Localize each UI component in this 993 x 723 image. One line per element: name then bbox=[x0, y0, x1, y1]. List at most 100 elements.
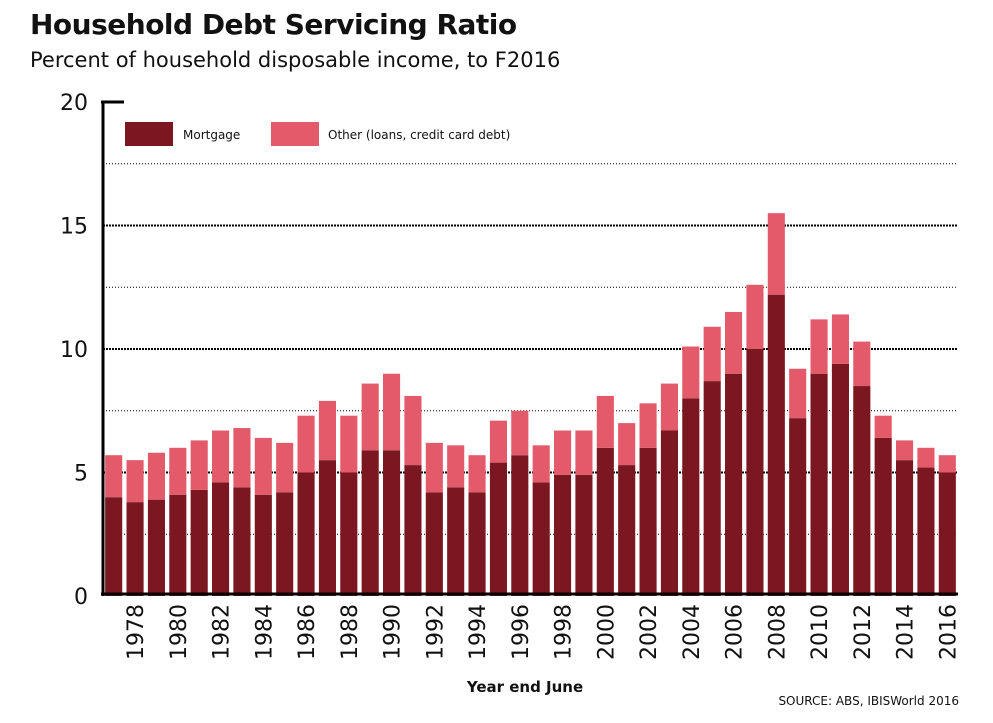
bar-mortgage bbox=[190, 489, 208, 596]
bar-other bbox=[789, 368, 807, 419]
bar-other bbox=[190, 440, 208, 490]
x-tick-label: 2002 bbox=[637, 604, 662, 660]
bar-other bbox=[703, 326, 721, 382]
bar-mortgage bbox=[489, 462, 507, 596]
bar-other bbox=[831, 314, 849, 364]
bar-mortgage bbox=[746, 349, 764, 596]
bar-mortgage bbox=[212, 482, 230, 596]
bar-mortgage bbox=[383, 450, 401, 596]
bar-other bbox=[126, 460, 144, 503]
bar-mortgage bbox=[554, 474, 572, 596]
x-tick-label: 2010 bbox=[808, 604, 833, 660]
x-tick-labels: 1978 1980 1982 1984 1986 1988 1990 1992 1994 1996… bbox=[124, 604, 961, 660]
bar-other bbox=[489, 420, 507, 463]
bar-other bbox=[447, 445, 465, 488]
bar-mortgage bbox=[425, 492, 443, 596]
bar-other bbox=[575, 430, 593, 475]
axes bbox=[101, 100, 958, 596]
bar-mortgage bbox=[767, 294, 785, 596]
bar-mortgage bbox=[810, 373, 828, 596]
x-tick-label: 2016 bbox=[936, 604, 961, 660]
bar-other bbox=[810, 319, 828, 374]
bar-mortgage bbox=[447, 487, 465, 596]
bar-other bbox=[254, 437, 272, 495]
legend: Mortgage Other (loans, credit card debt) bbox=[125, 122, 510, 146]
bar-other bbox=[682, 346, 700, 399]
y-tick-label: 5 bbox=[74, 462, 88, 487]
bar-mortgage bbox=[596, 447, 614, 596]
legend-label-other: Other (loans, credit card debt) bbox=[328, 128, 510, 142]
bar-mortgage bbox=[725, 373, 743, 596]
bar-other bbox=[169, 447, 187, 495]
bar-other bbox=[896, 440, 914, 461]
bar-mortgage bbox=[276, 492, 294, 596]
bar-mortgage bbox=[938, 472, 956, 596]
x-tick-label: 1988 bbox=[338, 604, 363, 660]
bar-other bbox=[938, 455, 956, 473]
bar-other bbox=[660, 383, 678, 431]
bar-other bbox=[105, 455, 123, 498]
y-tick-label: 15 bbox=[60, 215, 88, 240]
bar-other bbox=[361, 383, 379, 451]
bar-other bbox=[532, 445, 550, 483]
x-tick-label: 2000 bbox=[594, 604, 619, 660]
bar-other bbox=[874, 415, 892, 438]
bar-mortgage bbox=[147, 499, 165, 596]
bar-other bbox=[340, 415, 358, 473]
x-tick-label: 1978 bbox=[124, 604, 149, 660]
bar-other bbox=[468, 455, 486, 493]
x-tick-label: 1984 bbox=[252, 604, 277, 660]
x-tick-label: 1990 bbox=[381, 604, 406, 660]
bar-mortgage bbox=[233, 487, 251, 596]
bar-mortgage bbox=[511, 455, 529, 596]
bar-mortgage bbox=[468, 492, 486, 596]
bar-other bbox=[233, 428, 251, 488]
bar-other bbox=[212, 430, 230, 483]
bar-mortgage bbox=[575, 474, 593, 596]
x-tick-label: 2014 bbox=[894, 604, 919, 660]
bar-mortgage bbox=[874, 437, 892, 596]
x-tick-label: 1996 bbox=[509, 604, 534, 660]
bar-other bbox=[639, 403, 657, 448]
bar-mortgage bbox=[126, 502, 144, 596]
y-tick-label: 20 bbox=[60, 91, 88, 116]
bar-other bbox=[511, 410, 529, 456]
bar-mortgage bbox=[169, 494, 187, 596]
bar-other bbox=[318, 400, 336, 461]
bar-other bbox=[383, 373, 401, 451]
bar-mortgage bbox=[404, 465, 422, 596]
x-tick-label: 1986 bbox=[295, 604, 320, 660]
bar-other bbox=[917, 447, 935, 468]
x-tick-label: 1998 bbox=[552, 604, 577, 660]
bar-mortgage bbox=[361, 450, 379, 596]
bar-mortgage bbox=[639, 447, 657, 596]
bar-mortgage bbox=[789, 418, 807, 596]
bar-mortgage bbox=[105, 497, 123, 596]
bar-other bbox=[746, 284, 764, 349]
bar-mortgage bbox=[254, 494, 272, 596]
chart-title: Household Debt Servicing Ratio bbox=[30, 8, 517, 41]
bar-mortgage bbox=[917, 467, 935, 596]
bar-mortgage bbox=[618, 465, 636, 596]
chart-subtitle: Percent of household disposable income, … bbox=[30, 48, 561, 72]
source-note: SOURCE: ABS, IBISWorld 2016 bbox=[778, 694, 959, 708]
bar-mortgage bbox=[703, 381, 721, 596]
bar-other bbox=[297, 415, 315, 473]
bar-other bbox=[618, 423, 636, 466]
x-tick-label: 1992 bbox=[423, 604, 448, 660]
x-tick-label: 2008 bbox=[765, 604, 790, 660]
bar-other bbox=[425, 442, 443, 493]
x-tick-label: 1982 bbox=[210, 604, 235, 660]
bar-other bbox=[596, 395, 614, 448]
x-tick-label: 1980 bbox=[167, 604, 192, 660]
x-tick-label: 1994 bbox=[466, 604, 491, 660]
bars bbox=[105, 213, 956, 596]
bar-mortgage bbox=[297, 472, 315, 596]
bar-mortgage bbox=[532, 482, 550, 596]
bar-mortgage bbox=[853, 386, 871, 596]
bar-other bbox=[404, 395, 422, 466]
legend-label-mortgage: Mortgage bbox=[183, 128, 240, 142]
bar-mortgage bbox=[340, 472, 358, 596]
y-tick-labels: 0 5 10 15 20 bbox=[60, 91, 88, 610]
